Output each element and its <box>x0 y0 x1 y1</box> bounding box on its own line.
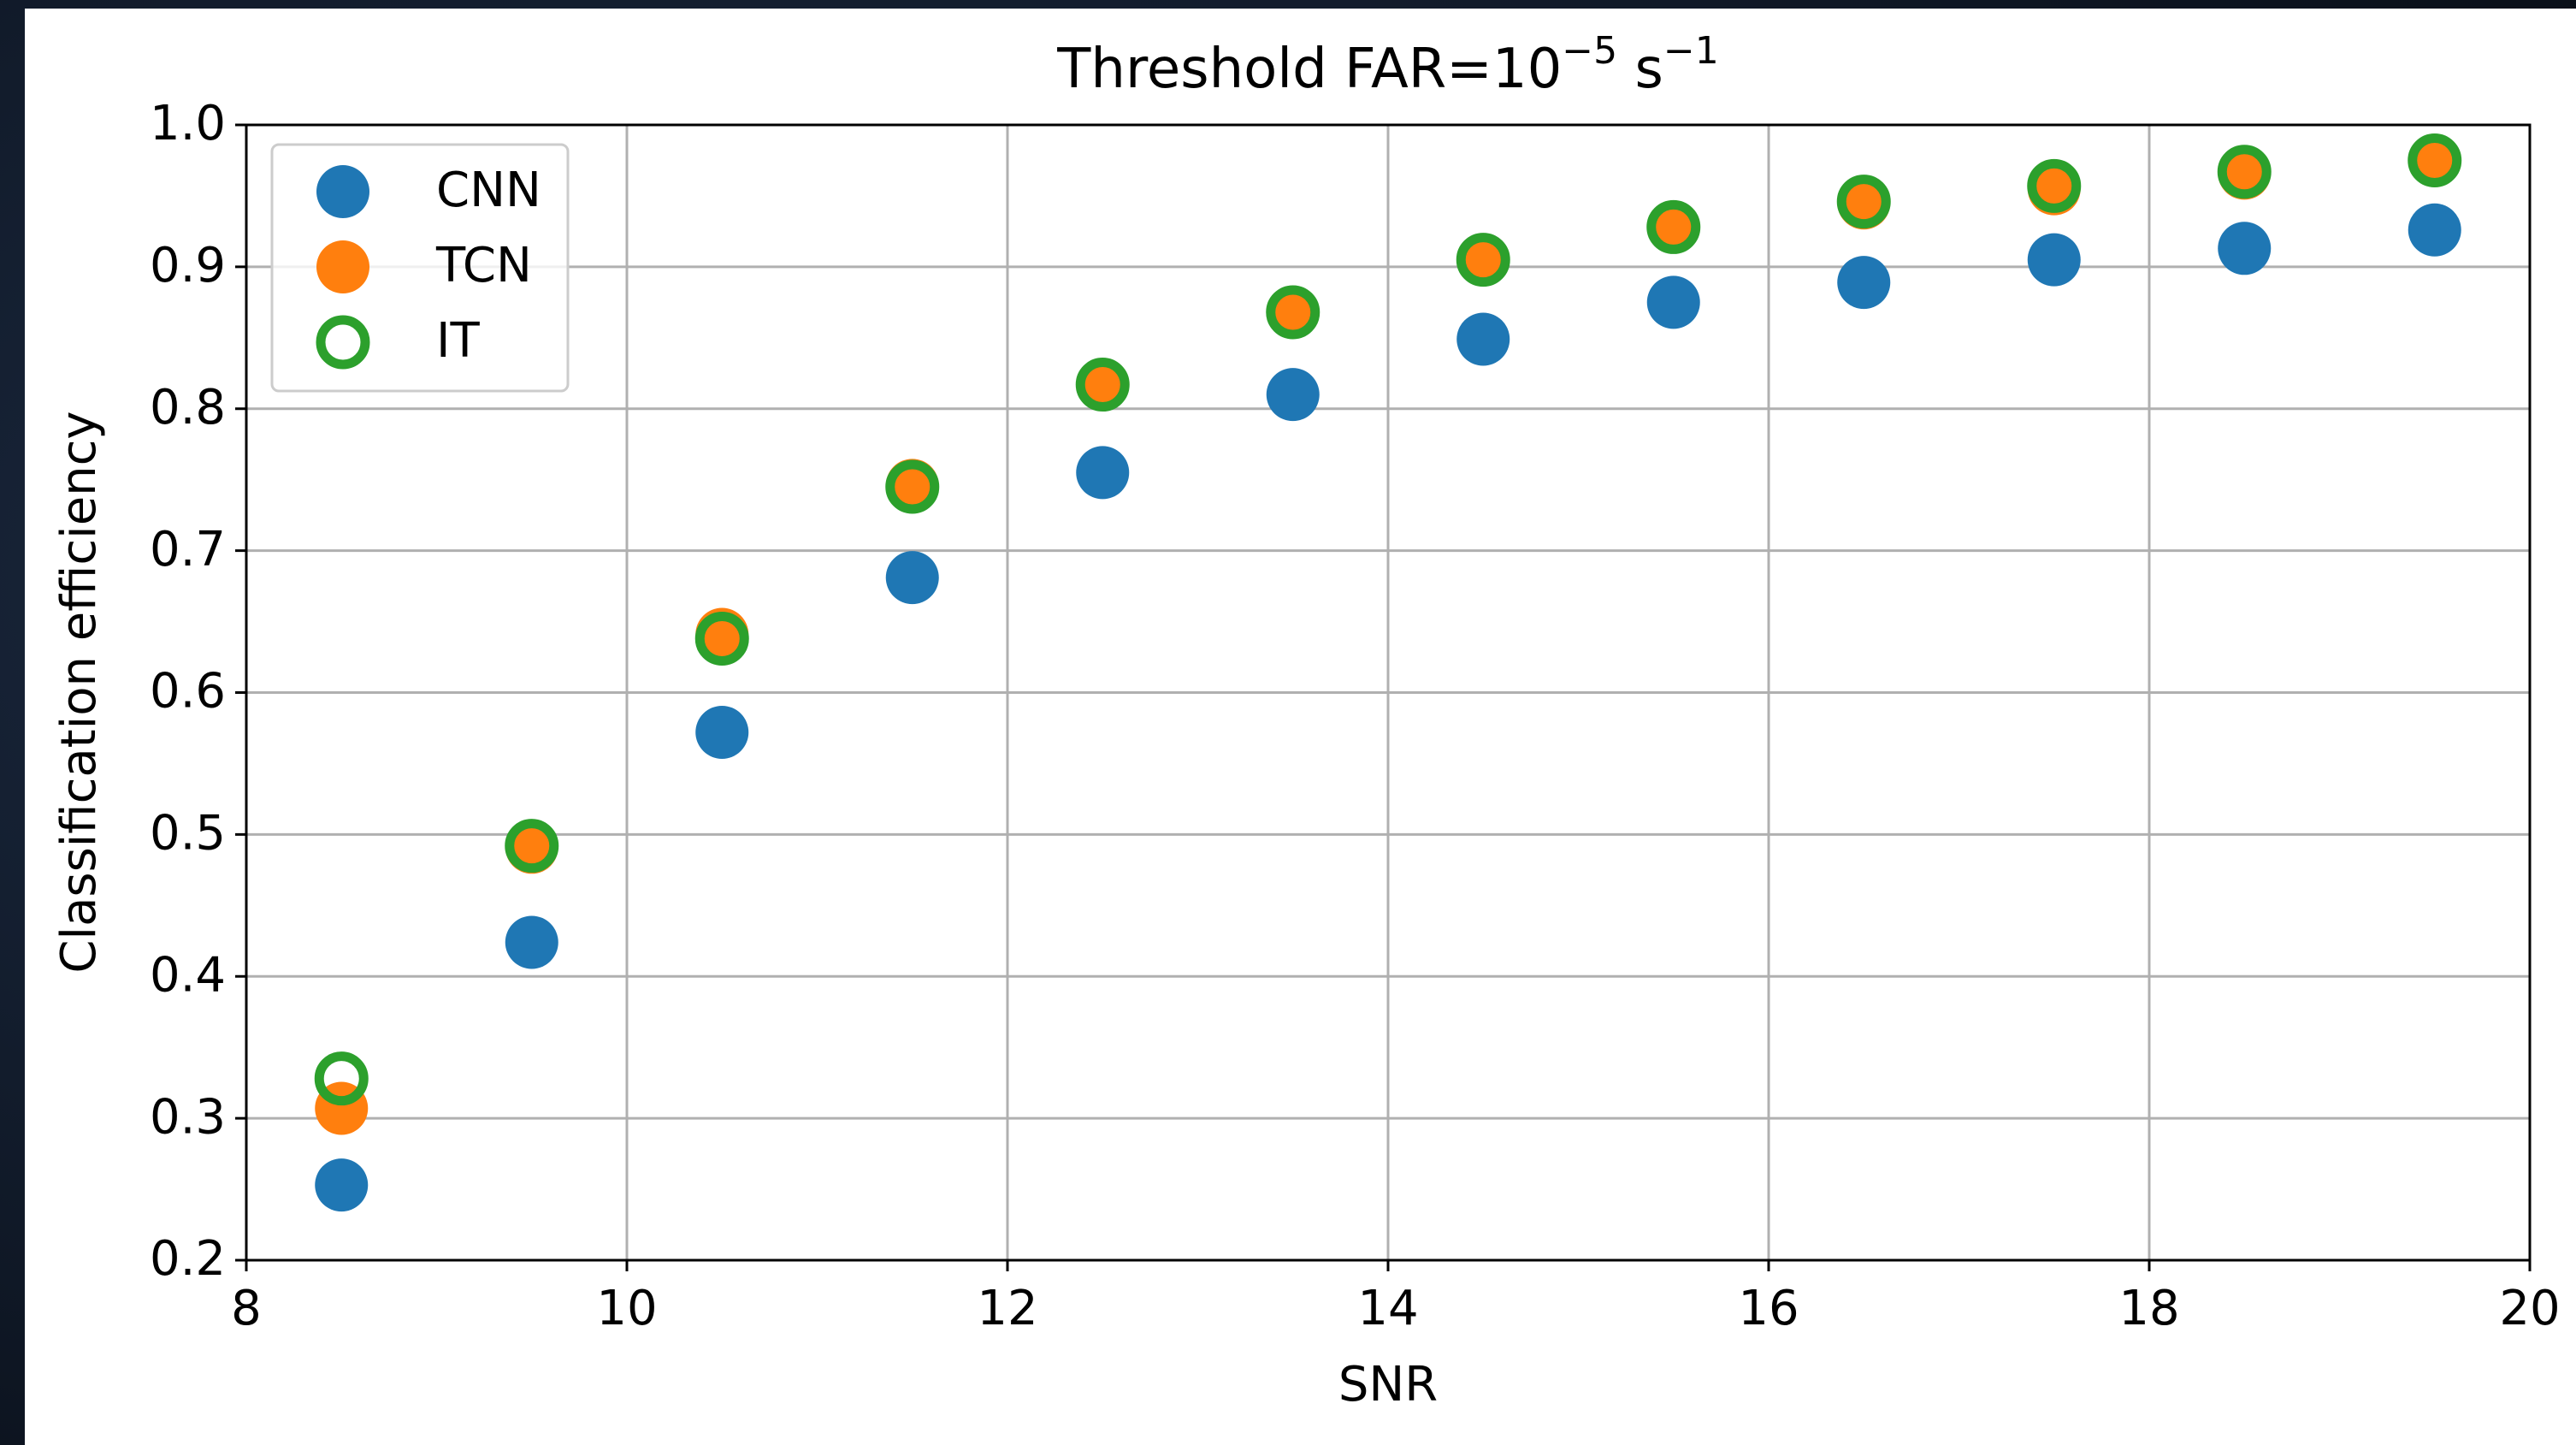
x-tick-label: 12 <box>977 1281 1037 1336</box>
point <box>2028 234 2081 287</box>
x-tick-label: 8 <box>231 1281 262 1336</box>
point <box>1647 275 1700 329</box>
y-tick-label: 0.9 <box>150 238 226 293</box>
x-axis-label: SNR <box>1338 1357 1438 1412</box>
y-axis-label: Classification efficiency <box>51 411 107 973</box>
x-tick-label: 10 <box>596 1281 657 1336</box>
legend-marker <box>316 165 369 218</box>
legend-marker <box>316 240 369 293</box>
point <box>2408 204 2461 257</box>
y-tick-label: 0.3 <box>150 1089 226 1145</box>
legend-label: IT <box>436 313 481 369</box>
title-text: s <box>1617 38 1663 101</box>
y-tick-label: 1.0 <box>150 96 226 151</box>
point <box>886 551 939 604</box>
legend: CNN TCN IT <box>272 145 568 391</box>
point <box>1456 312 1510 365</box>
legend-label: CNN <box>436 163 541 218</box>
title-superscript: −5 <box>1562 29 1617 73</box>
chart-title: Threshold FAR=10−5 s−1 <box>1056 29 1718 101</box>
x-tick-label: 18 <box>2118 1281 2179 1336</box>
chart: Threshold FAR=10−5 s−1 SNR Classificatio… <box>0 0 2576 1445</box>
y-tick-label: 0.6 <box>150 664 226 720</box>
y-tick-label: 0.8 <box>150 380 226 435</box>
page: {"chart_data": { "type": "scatter", "tit… <box>0 0 2576 1445</box>
y-tick-label: 0.2 <box>150 1231 226 1287</box>
x-tick-label: 14 <box>1357 1281 1418 1336</box>
point <box>695 706 748 759</box>
point <box>1267 368 1320 421</box>
title-text: Threshold FAR=10 <box>1056 38 1562 101</box>
y-tick-label: 0.5 <box>150 806 226 862</box>
y-tick-label: 0.7 <box>150 522 226 577</box>
title-superscript: −1 <box>1663 29 1719 73</box>
point <box>315 1158 368 1211</box>
y-tick-label: 0.4 <box>150 947 226 1003</box>
point <box>1837 256 1890 309</box>
x-tick-label: 16 <box>1738 1281 1799 1336</box>
point <box>1076 446 1129 499</box>
x-tick-label: 20 <box>2499 1281 2560 1336</box>
point <box>2218 222 2271 275</box>
legend-label: TCN <box>435 238 532 293</box>
point <box>505 915 558 968</box>
